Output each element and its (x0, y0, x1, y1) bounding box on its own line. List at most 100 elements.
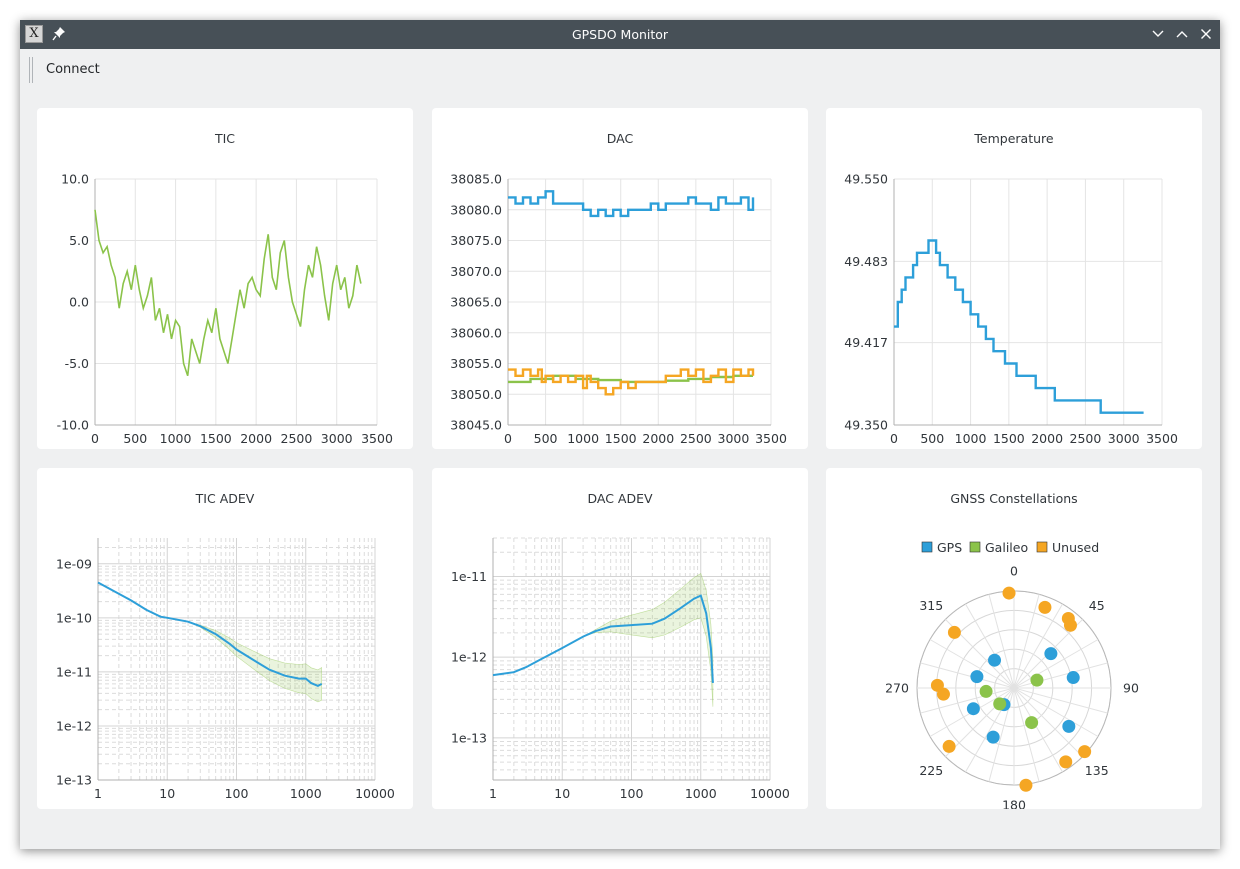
pin-icon[interactable] (52, 26, 66, 42)
y-tick-label: 38070.0 (450, 264, 502, 279)
window-title: GPSDO Monitor (571, 27, 669, 42)
satellite-point-unused (1002, 586, 1016, 600)
app-icon[interactable]: X (25, 25, 43, 43)
x-tick-label: 0 (91, 431, 99, 446)
y-tick-label: 38050.0 (450, 387, 502, 402)
polar-spoke (929, 639, 1015, 689)
y-tick-label: 1e-11 (451, 569, 487, 584)
chart-title: DAC (607, 131, 634, 146)
x-tick-label: 100 (225, 786, 249, 801)
series-line-0 (492, 594, 714, 683)
polar-spoke (920, 662, 1015, 689)
x-tick-label: 2000 (1031, 431, 1063, 446)
dac-chart-card: DAC 0 500 1000 1500 2000 2500 3000 3500 38085.0 3… (432, 108, 808, 449)
x-tick-label: 1500 (993, 431, 1025, 446)
satellite-point-unused (1038, 600, 1052, 614)
y-tick-label: 38045.0 (450, 418, 502, 433)
chart-title: Temperature (973, 131, 1053, 146)
x-tick-label: 10 (159, 786, 175, 801)
x-tick-label: 3000 (718, 431, 750, 446)
y-tick-label: 1e-13 (56, 773, 92, 788)
chart-title: TIC ADEV (195, 491, 255, 506)
polar-spoke (1013, 687, 1108, 714)
x-tick-label: 10000 (750, 786, 790, 801)
x-tick-label: 1000 (160, 431, 192, 446)
gnss-polar-chart: GNSS Constellations GPS Galileo Unused 0 45 9… (885, 491, 1139, 810)
polar-spoke (1013, 687, 1099, 737)
polar-spoke (988, 594, 1015, 689)
angle-label: 0 (1010, 564, 1018, 579)
x-tick-label: 1000 (685, 786, 717, 801)
y-tick-label: 0.0 (69, 295, 89, 310)
x-tick-label: 3000 (321, 431, 353, 446)
x-tick-label: 0 (890, 431, 898, 446)
satellite-point-unused (1063, 618, 1077, 632)
x-tick-label: 1500 (605, 431, 637, 446)
satellite-point-unused (1059, 755, 1073, 769)
chart-title: GNSS Constellations (950, 491, 1077, 506)
y-tick-label: 38085.0 (450, 172, 502, 187)
angle-label: 180 (1002, 798, 1026, 810)
x-tick-label: 10 (554, 786, 570, 801)
polar-spoke (965, 603, 1015, 689)
x-tick-label: 10000 (355, 786, 395, 801)
close-icon[interactable] (1198, 26, 1214, 42)
dac-adev-chart: DAC ADEV 1 10 100 1000 10000 1e-11 1e-12 1e-13 (451, 491, 790, 801)
satellite-point-galileo (993, 697, 1007, 711)
legend-swatch-unused (1036, 541, 1048, 553)
satellite-point-gps (986, 730, 1000, 744)
y-tick-label: -10.0 (57, 418, 89, 433)
x-tick-label: 3000 (1108, 431, 1140, 446)
tic-chart: TIC 0 500 1000 1500 2000 2500 3000 3500 10.0 5.0 0… (57, 131, 393, 446)
x-tick-label: 500 (920, 431, 944, 446)
x-tick-label: 500 (534, 431, 558, 446)
angle-label: 90 (1123, 681, 1139, 696)
y-tick-label: 5.0 (69, 233, 89, 248)
maximize-icon[interactable] (1174, 26, 1190, 42)
x-tick-label: 1000 (290, 786, 322, 801)
minimize-icon[interactable] (1150, 26, 1166, 42)
series-line-0 (97, 581, 323, 688)
polar-spoke (1013, 662, 1108, 689)
y-tick-label: -5.0 (65, 356, 89, 371)
connect-button[interactable]: Connect (46, 62, 100, 77)
y-tick-label: 49.417 (844, 335, 888, 350)
satellite-point-unused (930, 678, 944, 692)
temperature-chart-card: Temperature 0 500 1000 1500 2000 2500 3000 3500… (826, 108, 1202, 449)
satellite-point-unused (942, 739, 956, 753)
chart-title: DAC ADEV (587, 491, 653, 506)
polar-spoke (1013, 603, 1063, 689)
x-tick-label: 500 (123, 431, 147, 446)
y-tick-label: 49.483 (844, 254, 888, 269)
satellite-point-galileo (979, 684, 993, 698)
angle-label: 45 (1089, 598, 1105, 613)
satellite-point-galileo (1030, 673, 1044, 687)
y-tick-label: 1e-09 (56, 556, 92, 571)
tic-adev-chart-card: TIC ADEV 1 10 100 1000 10000 1e-09 1e-10 1e-11 1… (37, 468, 413, 809)
polar-spoke (1013, 687, 1083, 757)
satellite-point-gps (970, 670, 984, 684)
angle-label: 315 (919, 598, 943, 613)
legend-swatch-galileo (969, 541, 981, 553)
chart-title: TIC (214, 131, 235, 146)
legend-label: GPS (937, 540, 962, 555)
series-line-0 (94, 209, 362, 377)
satellite-point-unused (1019, 778, 1033, 792)
x-tick-label: 3500 (361, 431, 393, 446)
toolbar: Connect (20, 49, 1220, 89)
x-tick-label: 3500 (1146, 431, 1178, 446)
series-line-2 (508, 368, 755, 396)
title-bar[interactable]: X GPSDO Monitor (20, 20, 1220, 49)
tic-adev-chart: TIC ADEV 1 10 100 1000 10000 1e-09 1e-10 1e-11 1… (56, 491, 395, 801)
x-tick-label: 2500 (1070, 431, 1102, 446)
x-tick-label: 3500 (755, 431, 787, 446)
x-tick-label: 1000 (955, 431, 987, 446)
temperature-chart: Temperature 0 500 1000 1500 2000 2500 3000 3500… (844, 131, 1178, 446)
series-line-0 (508, 190, 755, 218)
x-tick-label: 0 (504, 431, 512, 446)
toolbar-grip[interactable] (29, 57, 33, 83)
y-tick-label: 38060.0 (450, 325, 502, 340)
x-tick-label: 1000 (567, 431, 599, 446)
dac-adev-chart-card: DAC ADEV 1 10 100 1000 10000 1e-11 1e-12 1e-13 (432, 468, 808, 809)
x-tick-label: 2000 (642, 431, 674, 446)
